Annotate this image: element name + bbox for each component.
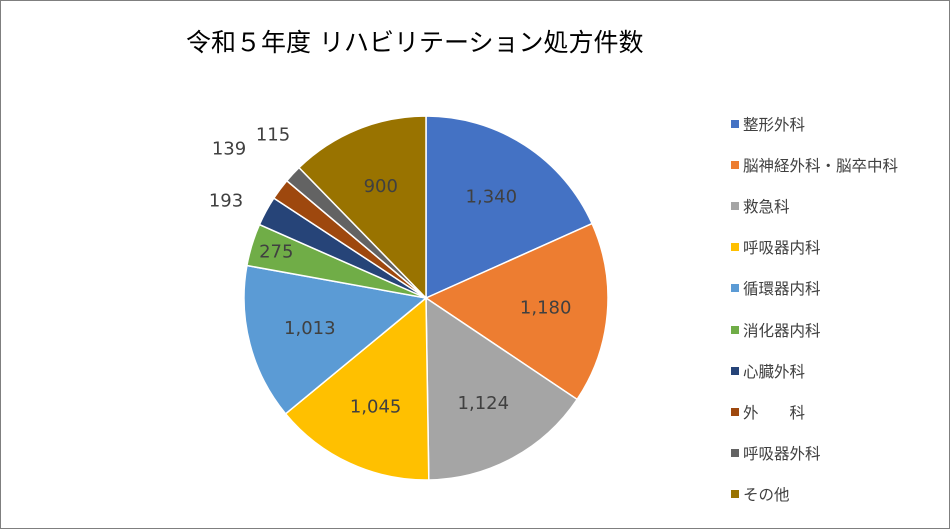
legend-swatch [731,449,739,458]
data-label: 139 [212,139,246,160]
legend-swatch [731,284,739,293]
data-label: 1,124 [458,393,510,414]
legend-swatch [731,325,739,334]
legend-label: その他 [743,486,790,505]
legend-swatch [731,243,739,252]
pie-slice [424,222,609,401]
pie-slice [297,115,427,300]
legend-item: 消化器内科 [731,309,946,350]
legend-item: その他 [731,474,946,515]
legend-label: 心臓外科 [743,362,806,381]
pie-slice [243,264,428,415]
legend-label: 救急科 [743,197,790,216]
legend-swatch [731,201,739,210]
legend-item: 脳神経外科・脳卒中科 [731,144,946,185]
legend-label: 脳神経外科・脳卒中科 [743,156,899,175]
legend-item: 整形外科 [731,103,946,144]
data-label: 1,340 [466,187,518,208]
legend-label: 消化器内科 [743,321,821,340]
chart-title: 令和５年度 リハビリテーション処方件数 [186,28,644,57]
legend-item: 心臓外科 [731,350,946,391]
legend-label: 循環器内科 [743,280,821,299]
legend-item: 救急科 [731,185,946,226]
legend-item: 呼吸器外科 [731,433,946,474]
legend-item: 循環器内科 [731,268,946,309]
legend-label: 呼吸器外科 [743,445,821,464]
data-label: 1,180 [520,298,572,319]
data-label: 1,013 [284,318,336,339]
pie-slice [425,296,579,481]
legend-item: 呼吸器内科 [731,227,946,268]
legend-swatch [731,407,739,416]
legend-swatch [731,490,739,499]
legend-label: 整形外科 [743,115,806,134]
pie-slice [284,296,430,481]
legend-swatch [731,366,739,375]
data-label: 900 [364,176,398,197]
data-label: 1,045 [350,397,402,418]
data-label: 115 [256,125,290,146]
data-label: 193 [209,191,243,212]
data-label: 275 [259,242,293,263]
legend: 整形外科脳神経外科・脳卒中科 救急科呼吸器内科循環器内科消化器内科心臓外科外 科呼… [731,103,946,515]
legend-swatch [731,119,739,128]
legend-label: 呼吸器内科 [743,239,821,258]
pie-slice [425,115,594,300]
legend-label: 外 科 [743,403,806,422]
legend-swatch [731,160,739,169]
legend-item: 外 科 [731,391,946,432]
